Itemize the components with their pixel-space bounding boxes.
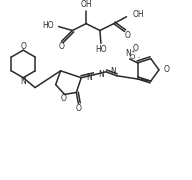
Text: -: - [137, 55, 140, 60]
Text: O: O [75, 104, 81, 113]
Text: N: N [20, 77, 26, 86]
Text: N: N [110, 67, 116, 76]
Text: N: N [125, 49, 131, 58]
Text: O: O [164, 65, 170, 74]
Text: O: O [59, 42, 65, 51]
Text: HO: HO [95, 45, 107, 54]
Text: O: O [133, 44, 139, 53]
Text: HO: HO [42, 21, 54, 30]
Text: N: N [86, 73, 92, 82]
Text: O: O [125, 31, 130, 40]
Text: +: + [131, 49, 135, 54]
Text: O: O [130, 54, 135, 60]
Text: O: O [20, 42, 26, 51]
Text: OH: OH [80, 0, 92, 9]
Text: O: O [61, 94, 66, 103]
Text: OH: OH [132, 10, 144, 19]
Text: N: N [98, 70, 104, 79]
